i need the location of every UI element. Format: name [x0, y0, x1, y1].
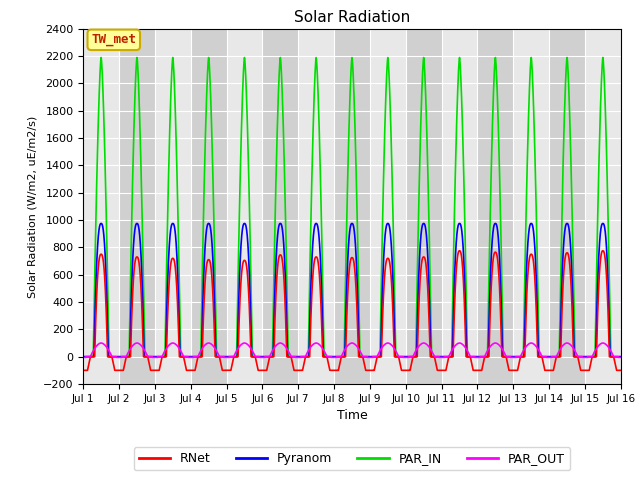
PAR_IN — [97, 55, 105, 60]
RNet — [615, 368, 623, 373]
PAR_IN — [195, 354, 202, 360]
Pyranom — [617, 354, 625, 360]
PAR_OUT — [502, 354, 510, 360]
Bar — [549, 29, 585, 384]
RNet — [502, 355, 510, 361]
Text: TW_met: TW_met — [92, 33, 136, 47]
PAR_OUT — [79, 354, 87, 360]
Pyranom — [97, 221, 105, 227]
PAR_IN — [79, 354, 87, 360]
PAR_OUT — [189, 354, 196, 360]
Pyranom — [502, 354, 510, 360]
PAR_IN — [617, 354, 625, 360]
PAR_IN — [426, 275, 434, 280]
RNet — [189, 368, 196, 373]
RNet — [426, 350, 434, 356]
Pyranom — [281, 255, 289, 261]
Legend: RNet, Pyranom, PAR_IN, PAR_OUT: RNet, Pyranom, PAR_IN, PAR_OUT — [134, 447, 570, 470]
Pyranom — [79, 354, 87, 360]
X-axis label: Time: Time — [337, 409, 367, 422]
Bar — [477, 29, 513, 384]
RNet — [195, 354, 202, 360]
Bar — [406, 29, 442, 384]
Pyranom — [426, 322, 434, 328]
PAR_OUT — [617, 354, 625, 360]
Pyranom — [189, 354, 196, 360]
PAR_IN — [615, 354, 623, 360]
Bar — [262, 29, 298, 384]
PAR_IN — [281, 170, 289, 176]
Line: PAR_OUT: PAR_OUT — [83, 343, 621, 357]
Bar — [334, 29, 370, 384]
Pyranom — [615, 354, 623, 360]
PAR_OUT — [426, 346, 434, 351]
Bar — [191, 29, 227, 384]
Line: PAR_IN: PAR_IN — [83, 58, 621, 357]
Pyranom — [195, 354, 202, 360]
RNet — [599, 248, 607, 254]
Y-axis label: Solar Radiation (W/m2, uE/m2/s): Solar Radiation (W/m2, uE/m2/s) — [28, 115, 37, 298]
RNet — [617, 368, 625, 373]
Title: Solar Radiation: Solar Radiation — [294, 10, 410, 25]
Line: Pyranom: Pyranom — [83, 224, 621, 357]
PAR_IN — [502, 354, 510, 360]
RNet — [280, 285, 288, 291]
PAR_OUT — [195, 353, 202, 359]
PAR_OUT — [281, 343, 289, 348]
PAR_OUT — [97, 340, 105, 346]
Bar — [119, 29, 155, 384]
RNet — [79, 368, 87, 373]
PAR_IN — [189, 354, 196, 360]
PAR_OUT — [615, 354, 623, 360]
Line: RNet: RNet — [83, 251, 621, 371]
